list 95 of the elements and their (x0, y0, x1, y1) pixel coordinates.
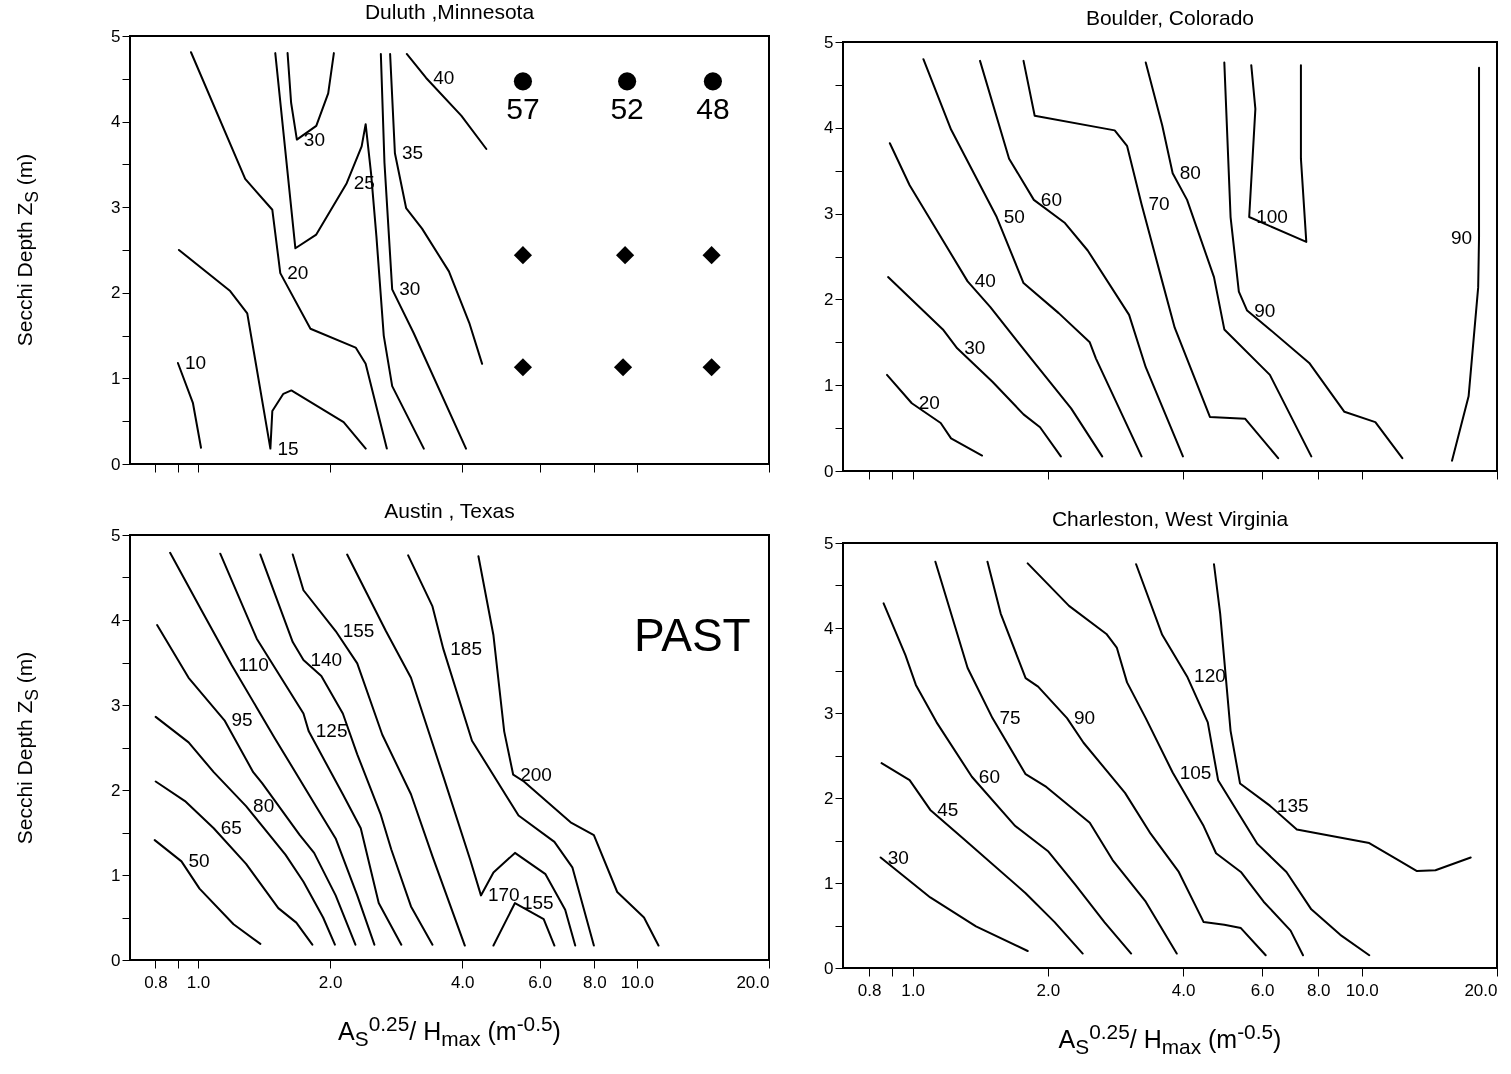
series-label: 50 (188, 850, 210, 872)
y-tick-label: 2 (824, 788, 834, 808)
y-tick-label: 0 (824, 958, 834, 978)
series-label: 135 (1276, 794, 1309, 816)
series-label: 80 (253, 795, 275, 817)
series-label: 35 (401, 142, 424, 164)
x-tick-label: 20.0 (736, 972, 770, 992)
series-label: 60 (1040, 188, 1062, 210)
x-tick-label: 20.0 (1464, 980, 1498, 1000)
series-label: 200 (520, 763, 552, 785)
y-tick-label: 5 (824, 32, 834, 52)
series-label: 40 (974, 270, 996, 292)
series-label: 120 (1194, 665, 1226, 687)
chart-title: Austin , Texas (384, 499, 515, 522)
y-tick-label: 4 (824, 618, 834, 638)
series-label: 60 (978, 765, 1000, 787)
series-label: 110 (238, 654, 269, 676)
y-tick-label: 4 (111, 112, 121, 132)
series-label: 95 (231, 709, 253, 731)
x-tick-label: 6.0 (528, 972, 552, 992)
series-label: 100 (1256, 206, 1288, 228)
y-tick-label: 0 (824, 461, 834, 481)
x-tick-label: 4.0 (450, 972, 475, 992)
y-tick-label: 5 (824, 533, 834, 553)
x-tick-label: 1.0 (186, 972, 211, 992)
point (513, 358, 533, 377)
y-tick-label: 2 (824, 289, 834, 309)
y-tick-label: 1 (824, 375, 834, 395)
x-tick-label: 10.0 (1345, 980, 1379, 1000)
series-label: 65 (220, 817, 242, 839)
x-tick-label: 1.0 (901, 980, 925, 1000)
series-label: 105 (1179, 761, 1212, 783)
series-label: 40 (433, 66, 455, 88)
series-label: 125 (315, 720, 348, 742)
x-tick-label: 6.0 (1250, 980, 1275, 1000)
line-series (1248, 64, 1308, 243)
annotation: 52 (610, 92, 644, 126)
y-tick-label: 5 (111, 525, 121, 545)
x-tick-label: 4.0 (1171, 980, 1196, 1000)
annotation: 48 (696, 92, 730, 126)
series-label: 140 (310, 648, 343, 670)
series-label: 45 (937, 798, 959, 820)
series-label: 90 (1450, 226, 1473, 248)
x-tick-label: 8.0 (583, 972, 607, 992)
series-label: 90 (1074, 707, 1096, 729)
series-label: 15 (277, 437, 299, 459)
y-tick-label: 0 (111, 454, 121, 474)
series-label: 30 (964, 337, 986, 359)
annotation: PAST (633, 609, 751, 661)
series-label: 70 (1148, 193, 1170, 215)
series-label: 20 (287, 262, 309, 284)
series-label: 155 (342, 620, 375, 642)
point (703, 72, 722, 91)
series-label: 20 (918, 392, 940, 414)
y-tick-label: 3 (824, 703, 834, 723)
series-label: 10 (184, 351, 207, 373)
series-label: 155 (521, 892, 554, 914)
x-tick-label: 2.0 (1036, 980, 1061, 1000)
point (702, 246, 721, 265)
series-label: 30 (399, 278, 421, 300)
y-tick-label: 1 (111, 368, 121, 388)
x-axis-title: A$_{S}$$^{0.25}$/ H$_{max}$ (m$^{-0.5}$) (1058, 1020, 1282, 1060)
point (513, 246, 533, 265)
y-tick-label: 3 (111, 695, 121, 715)
y-tick-label: 2 (111, 780, 121, 800)
series-label: 50 (1003, 206, 1025, 228)
y-tick-label: 3 (111, 197, 121, 217)
annotation: 57 (506, 92, 540, 126)
line-series (1451, 66, 1481, 462)
y-tick-label: 1 (824, 873, 834, 893)
x-tick-label: 2.0 (318, 972, 343, 992)
chart-title: Charleston, West Virginia (1051, 507, 1289, 530)
point (702, 358, 721, 377)
series-label: 170 (487, 884, 520, 906)
point (513, 72, 533, 91)
series-label: 80 (1179, 162, 1201, 184)
y-tick-label: 3 (824, 204, 834, 224)
chart-title: Boulder, Colorado (1085, 6, 1255, 29)
series-label: 185 (450, 637, 483, 659)
x-tick-label: 10.0 (620, 972, 654, 992)
chart-title: Duluth ,Minnesota (364, 0, 535, 23)
y-tick-label: 5 (111, 26, 121, 46)
series-label: 75 (999, 707, 1021, 729)
series-label: 90 (1254, 299, 1276, 321)
x-tick-label: 8.0 (1306, 980, 1331, 1000)
y-tick-label: 1 (111, 865, 121, 885)
x-axis-title: A$_{S}$$^{0.25}$/ H$_{max}$ (m$^{-0.5}$) (338, 1012, 561, 1052)
y-tick-label: 4 (111, 610, 121, 630)
x-tick-label: 0.8 (857, 980, 882, 1000)
x-tick-label: 0.8 (144, 972, 168, 992)
series-label: 30 (887, 846, 909, 868)
y-tick-label: 0 (111, 950, 121, 970)
series-label: 30 (303, 128, 326, 150)
y-tick-label: 2 (111, 283, 121, 303)
y-tick-label: 4 (824, 118, 834, 138)
